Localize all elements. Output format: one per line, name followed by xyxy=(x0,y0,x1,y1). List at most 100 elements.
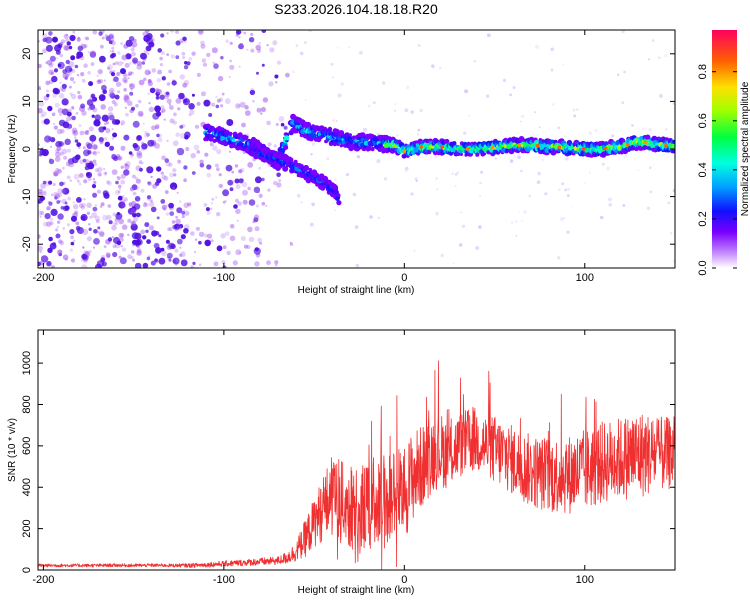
heatmap-noise-dot xyxy=(224,199,227,203)
heatmap-noise-dot xyxy=(414,177,418,181)
heatmap-noise-dot xyxy=(486,33,491,38)
heatmap-noise-dot xyxy=(56,128,63,135)
heatmap-noise-dot xyxy=(594,128,598,132)
heatmap-noise-dot xyxy=(141,141,145,145)
heatmap-noise-dot xyxy=(572,108,576,112)
heatmap-noise-dot xyxy=(175,40,181,46)
heatmap-noise-dot xyxy=(91,184,97,189)
heatmap-noise-dot xyxy=(235,198,239,203)
heatmap-noise-dot xyxy=(88,126,94,132)
heatmap-noise-dot xyxy=(137,99,142,104)
heatmap-ridge-cell xyxy=(264,147,271,153)
heatmap-noise-dot xyxy=(54,193,60,200)
heatmap-scatter-cloud xyxy=(38,30,675,268)
heatmap-noise-dot xyxy=(117,184,122,189)
heatmap-noise-dot xyxy=(227,179,234,186)
heatmap-noise-dot xyxy=(167,227,171,231)
heatmap-noise-dot xyxy=(125,112,129,117)
heatmap-noise-dot xyxy=(92,246,96,249)
heatmap-noise-dot xyxy=(51,75,58,83)
heatmap-noise-dot xyxy=(99,231,105,237)
heatmap-ridge-cell xyxy=(322,185,327,189)
heatmap-noise-dot xyxy=(601,162,605,166)
heatmap-noise-dot xyxy=(255,204,259,208)
heatmap-noise-dot xyxy=(48,69,54,76)
heatmap-noise-dot xyxy=(183,228,189,234)
heatmap-noise-dot xyxy=(48,158,55,165)
heatmap-noise-dot xyxy=(89,215,93,219)
heatmap-noise-dot xyxy=(179,132,186,139)
heatmap-noise-dot xyxy=(48,61,54,67)
heatmap-noise-dot xyxy=(254,226,260,232)
heatmap-noise-dot xyxy=(141,162,144,165)
heatmap-noise-dot xyxy=(65,161,71,167)
heatmap-noise-dot xyxy=(169,172,175,178)
heatmap-noise-dot xyxy=(42,191,47,196)
heatmap-noise-dot xyxy=(310,222,314,227)
heatmap-noise-dot xyxy=(161,108,166,113)
heatmap-noise-dot xyxy=(196,101,201,106)
heatmap-noise-dot xyxy=(53,68,59,73)
heatmap-noise-dot xyxy=(152,112,160,120)
heatmap-y-tick-label: 10 xyxy=(21,95,33,107)
heatmap-noise-dot xyxy=(216,149,222,155)
heatmap-noise-dot xyxy=(66,223,70,227)
heatmap-noise-dot xyxy=(93,151,96,154)
heatmap-noise-dot xyxy=(220,233,226,239)
heatmap-noise-dot xyxy=(43,190,47,194)
heatmap-noise-dot xyxy=(123,134,130,141)
heatmap-ridge-cell xyxy=(452,141,457,146)
heatmap-noise-dot xyxy=(166,204,169,207)
heatmap-noise-dot xyxy=(648,166,652,170)
heatmap-noise-dot xyxy=(159,56,163,61)
heatmap-noise-dot xyxy=(183,99,188,103)
heatmap-noise-dot xyxy=(132,57,139,64)
heatmap-noise-dot xyxy=(608,203,612,207)
heatmap-noise-dot xyxy=(38,261,42,266)
heatmap-noise-dot xyxy=(191,171,196,175)
heatmap-noise-dot xyxy=(169,30,175,33)
heatmap-noise-dot xyxy=(86,129,90,133)
heatmap-noise-dot xyxy=(225,39,229,43)
heatmap-noise-dot xyxy=(84,251,90,256)
heatmap-noise-dot xyxy=(66,116,72,122)
heatmap-noise-dot xyxy=(107,66,111,70)
heatmap-noise-dot xyxy=(84,130,90,135)
heatmap-noise-dot xyxy=(157,48,162,53)
heatmap-noise-dot xyxy=(139,167,143,172)
heatmap-noise-dot xyxy=(174,248,179,253)
heatmap-noise-dot xyxy=(215,96,218,99)
heatmap-noise-dot xyxy=(176,191,179,194)
heatmap-noise-dot xyxy=(440,253,444,258)
heatmap-noise-dot xyxy=(101,36,105,40)
heatmap-noise-dot xyxy=(264,204,268,208)
heatmap-noise-dot xyxy=(123,197,128,202)
heatmap-noise-dot xyxy=(334,209,337,212)
heatmap-ridge-cell xyxy=(363,140,369,146)
heatmap-noise-dot xyxy=(120,145,126,151)
heatmap-noise-dot xyxy=(166,53,170,56)
heatmap-noise-dot xyxy=(58,252,62,257)
heatmap-noise-dot xyxy=(65,38,70,43)
heatmap-noise-dot xyxy=(160,33,165,38)
heatmap-noise-dot xyxy=(211,47,218,54)
heatmap-noise-dot xyxy=(132,174,136,179)
heatmap-noise-dot xyxy=(42,180,47,185)
heatmap-noise-dot xyxy=(131,41,138,48)
heatmap-noise-dot xyxy=(111,225,117,231)
heatmap-noise-dot xyxy=(337,93,342,98)
heatmap-noise-dot xyxy=(111,137,114,140)
heatmap-noise-dot xyxy=(78,203,84,208)
heatmap-noise-dot xyxy=(85,36,90,41)
heatmap-noise-dot xyxy=(534,111,536,114)
heatmap-noise-dot xyxy=(49,217,54,222)
heatmap-noise-dot xyxy=(267,142,272,147)
heatmap-noise-dot xyxy=(103,171,108,176)
heatmap-noise-dot xyxy=(300,201,303,204)
heatmap-noise-dot xyxy=(78,146,81,149)
heatmap-noise-dot xyxy=(220,104,224,108)
heatmap-noise-dot xyxy=(180,259,188,267)
heatmap-noise-dot xyxy=(464,89,469,94)
heatmap-noise-dot xyxy=(85,171,93,179)
heatmap-ridge-cell xyxy=(427,150,432,155)
